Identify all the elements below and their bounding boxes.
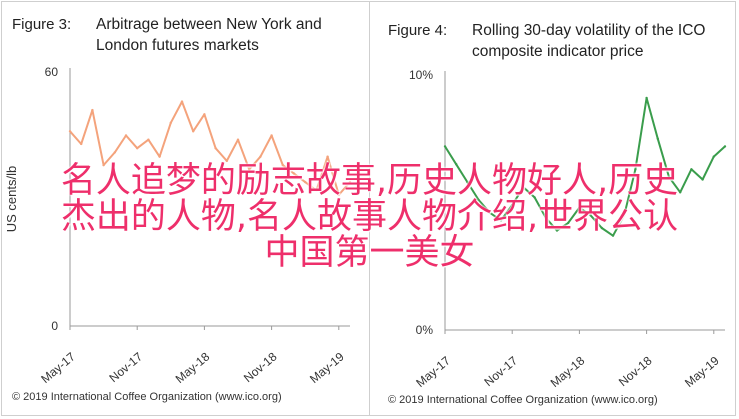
vol-data-point (600, 226, 603, 230)
arb-data-point (80, 142, 83, 146)
vol-x-tick-label: May-19 (682, 353, 722, 390)
figure-3-label: Figure 3: (12, 16, 72, 33)
arb-data-point (113, 151, 117, 154)
arb-data-point (292, 172, 296, 175)
vol-data-point (578, 206, 581, 209)
vol-data-point (690, 168, 693, 171)
vol-y-tick-label: 0% (416, 323, 434, 337)
arb-data-point (259, 155, 262, 158)
figure-3-title-line-1: Arbitrage between New York and (96, 16, 322, 33)
figure-4-credit: © 2019 International Coffee Organization… (388, 394, 658, 406)
overlay-text-line-1: 名人追梦的励志故事,历史人物好人,历史 (60, 161, 679, 201)
arb-data-point (136, 147, 139, 150)
arb-data-point (124, 134, 128, 137)
vol-data-point (522, 186, 525, 189)
vol-data-point (477, 198, 480, 202)
arb-data-point (192, 130, 195, 133)
vol-data-point (499, 219, 503, 222)
arb-data-point (214, 147, 217, 150)
vol-data-point (567, 221, 570, 225)
figure-3-title-line-2: London futures markets (96, 37, 259, 54)
vol-x-tick-label: May-18 (548, 353, 588, 390)
arb-data-point (270, 134, 273, 137)
vol-data-point (533, 196, 536, 199)
arb-data-point (147, 138, 150, 141)
overlay-text-line-2: 杰出的人物,名人故事人物介绍,世界公认 (60, 197, 679, 237)
vol-data-point (712, 155, 715, 158)
vol-data-point (443, 145, 447, 148)
vol-data-point (455, 163, 458, 166)
arb-y-axis-label: US cents/lb (4, 166, 19, 232)
arb-data-point (225, 159, 228, 163)
arb-data-point (304, 180, 307, 184)
arb-data-point (169, 121, 172, 125)
panel-divider (369, 2, 370, 415)
arb-data-point (281, 163, 284, 167)
arb-data-point (180, 100, 184, 103)
vol-data-point (645, 96, 648, 100)
arb-data-point (315, 189, 318, 192)
arb-x-tick-label: May-19 (307, 349, 347, 386)
arb-x-tick-label: May-18 (173, 349, 213, 386)
arb-data-point (91, 108, 94, 112)
vol-data-point (623, 214, 626, 217)
vol-x-tick-label: May-17 (413, 353, 453, 390)
arb-y-tick-label: 60 (45, 65, 59, 79)
overlay-text-line-3: 中国第一美女 (264, 233, 475, 273)
vol-y-tick-label: 10% (409, 68, 433, 82)
vol-data-point (679, 191, 682, 194)
arb-data-point (326, 155, 329, 158)
figure-4-label: Figure 4: (388, 22, 448, 39)
figure-4-title-line-2: composite indicator price (472, 43, 644, 60)
arb-data-point (248, 168, 251, 171)
figure-4-title-line-1: Rolling 30-day volatility of the ICO (472, 22, 706, 39)
arb-data-point (337, 193, 340, 196)
arb-x-tick-label: May-17 (38, 349, 78, 386)
vol-data-point (511, 203, 514, 207)
vol-series-line (444, 97, 726, 237)
vol-x-tick-label: Nov-18 (616, 353, 655, 389)
vol-data-point (555, 229, 559, 232)
arb-y-tick-label: 0 (51, 319, 58, 333)
arb-data-point (203, 113, 206, 116)
arb-data-point (158, 155, 161, 158)
vol-data-point (589, 214, 592, 217)
vol-x-tick-label: Nov-17 (481, 353, 520, 389)
vol-data-point (466, 180, 469, 184)
vol-data-point (488, 211, 491, 214)
arb-data-point (68, 130, 72, 133)
vol-data-point (723, 145, 727, 148)
arb-data-point (348, 180, 352, 184)
arb-series-line (69, 100, 351, 196)
vol-data-point (544, 216, 547, 219)
arb-data-point (236, 138, 240, 141)
vol-data-point (701, 178, 704, 181)
arb-data-point (102, 163, 105, 167)
vol-data-point (667, 175, 671, 179)
vol-data-point (634, 168, 637, 171)
arb-x-tick-label: Nov-18 (241, 349, 280, 385)
figure-3-credit: © 2019 International Coffee Organization… (12, 391, 282, 403)
vol-data-point (611, 234, 615, 237)
vol-data-point (656, 137, 659, 140)
arb-x-tick-label: Nov-17 (106, 349, 145, 385)
